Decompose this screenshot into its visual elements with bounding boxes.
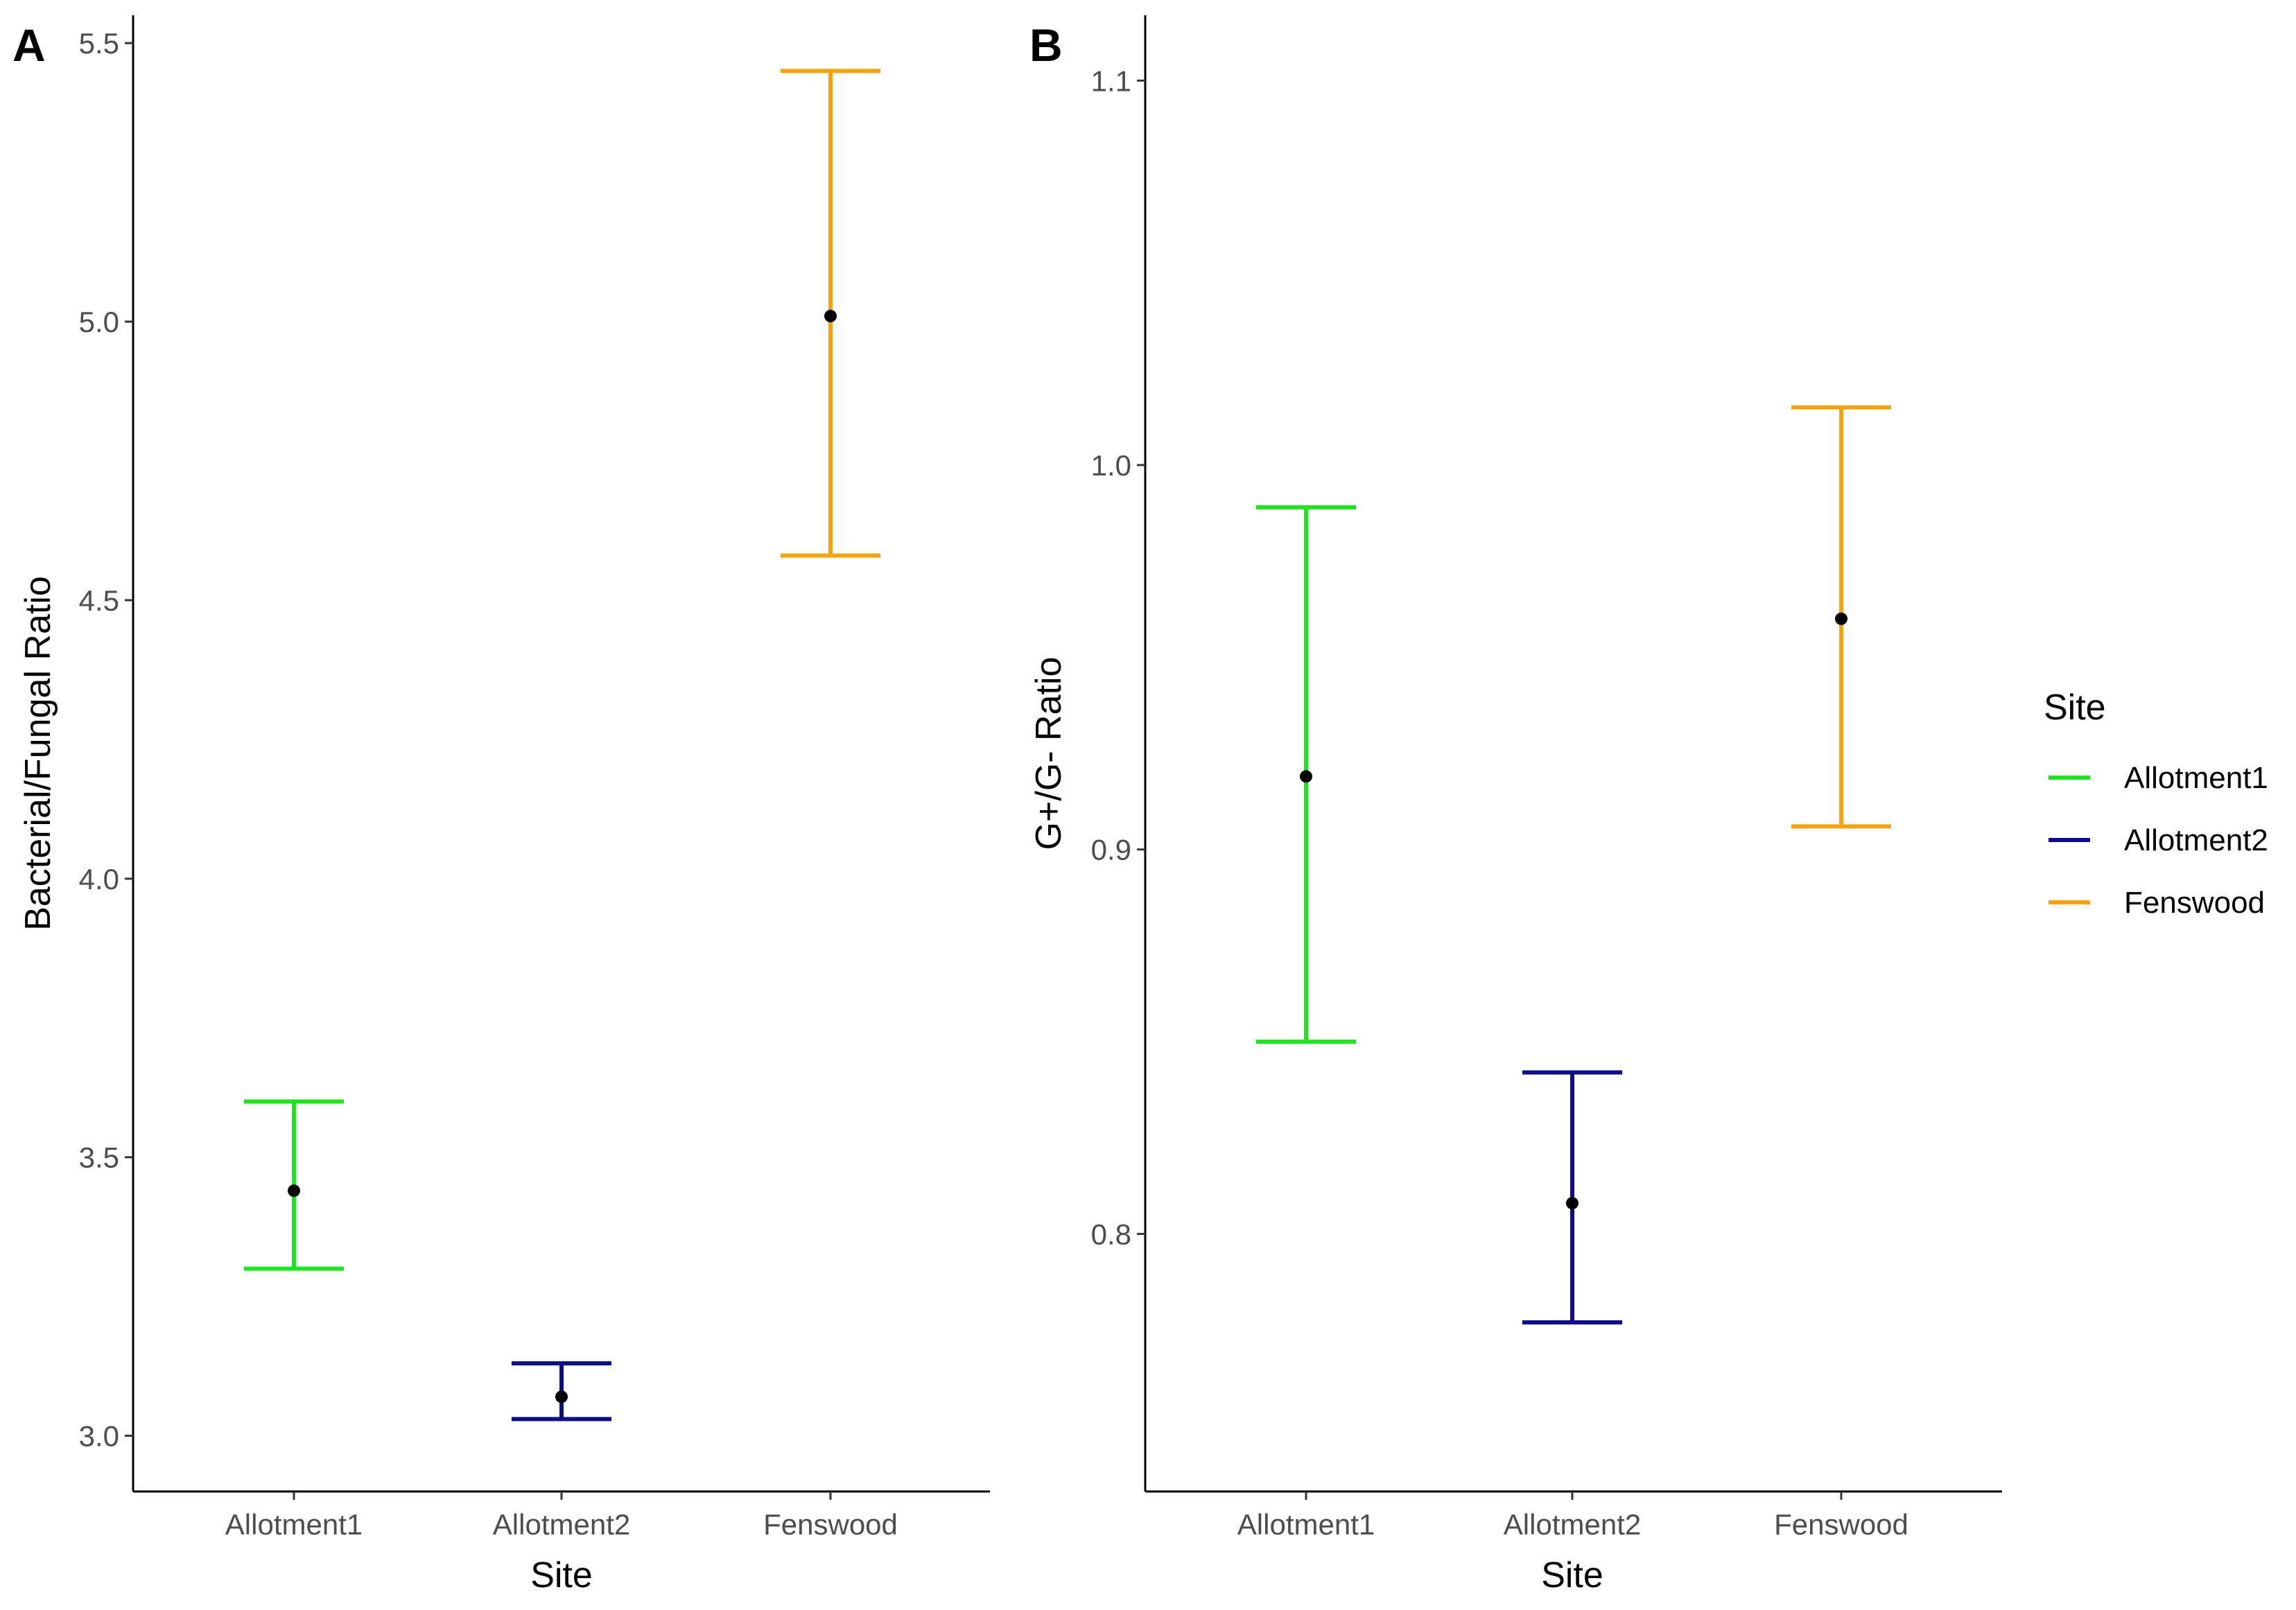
legend-label: Fenswood xyxy=(2124,886,2265,920)
legend: Site Allotment1 Allotment2 Fenswood xyxy=(2044,688,2268,920)
y-tick-label: 0.8 xyxy=(1091,1218,1131,1250)
x-tick-label: Allotment1 xyxy=(1237,1508,1375,1541)
panel-b-y-ticks: 0.8 0.9 1.0 1.1 xyxy=(1091,64,1145,1250)
mean-point xyxy=(1835,612,1847,625)
panel-b-tag: B xyxy=(1029,19,1063,71)
mean-point xyxy=(1300,770,1312,783)
panel-a-x-axis-title: Site xyxy=(530,1555,593,1595)
x-tick-label: Allotment1 xyxy=(225,1508,363,1541)
legend-label: Allotment1 xyxy=(2124,761,2268,795)
y-tick-label: 4.5 xyxy=(79,584,119,617)
errorbar-allotment1 xyxy=(244,1099,344,1271)
mean-point xyxy=(288,1184,300,1197)
y-tick-label: 1.0 xyxy=(1091,449,1131,482)
legend-item: Fenswood xyxy=(2049,886,2265,920)
panel-b-y-axis-title: G+/G- Ratio xyxy=(1029,657,1069,850)
panel-b-x-ticks: Allotment1 Allotment2 Fenswood xyxy=(1237,1491,1908,1541)
panel-a: A 3.03.54.04.55.05.5 Allotment1 Allotment… xyxy=(12,15,990,1595)
y-tick-label: 3.0 xyxy=(79,1420,119,1453)
panel-b-errorbars xyxy=(1256,405,1891,1324)
legend-item: Allotment2 xyxy=(2049,823,2268,857)
legend-item: Allotment1 xyxy=(2049,761,2268,795)
panel-a-errorbars xyxy=(244,69,880,1421)
errorbar-fenswood xyxy=(781,69,880,558)
y-tick-label: 4.0 xyxy=(79,863,119,895)
errorbar-allotment1 xyxy=(1256,505,1356,1044)
legend-title: Site xyxy=(2044,688,2106,728)
panel-b: B 0.8 0.9 1.0 1.1 Allotment1 Allotment2 Fensw… xyxy=(1029,15,2002,1595)
errorbar-allotment2 xyxy=(512,1361,611,1421)
x-tick-label: Allotment2 xyxy=(493,1508,630,1541)
x-tick-label: Allotment2 xyxy=(1504,1508,1641,1541)
y-tick-label: 5.0 xyxy=(79,306,119,338)
legend-label: Allotment2 xyxy=(2124,823,2268,857)
x-tick-label: Fenswood xyxy=(1774,1508,1908,1541)
mean-point xyxy=(1566,1196,1578,1209)
y-tick-label: 3.5 xyxy=(79,1141,119,1174)
panel-a-tag: A xyxy=(12,19,46,71)
panel-a-y-axis-title: Bacterial/Fungal Ratio xyxy=(18,576,58,931)
errorbar-fenswood xyxy=(1791,405,1891,829)
errorbar-allotment2 xyxy=(1522,1070,1622,1324)
x-tick-label: Fenswood xyxy=(763,1508,898,1541)
panel-b-x-axis-title: Site xyxy=(1541,1555,1603,1595)
mean-point xyxy=(555,1390,568,1403)
y-tick-label: 1.1 xyxy=(1091,64,1131,97)
y-tick-label: 0.9 xyxy=(1091,834,1131,866)
panel-a-y-ticks: 3.0 3.5 4.0 4.5 5.0 5.5 xyxy=(79,27,133,1453)
panel-a-x-ticks: Allotment1 Allotment2 Fenswood xyxy=(225,1491,898,1541)
mean-point xyxy=(824,310,837,323)
y-tick-label: 5.5 xyxy=(79,27,119,60)
legend-items: Allotment1 Allotment2 Fenswood xyxy=(2049,761,2268,920)
